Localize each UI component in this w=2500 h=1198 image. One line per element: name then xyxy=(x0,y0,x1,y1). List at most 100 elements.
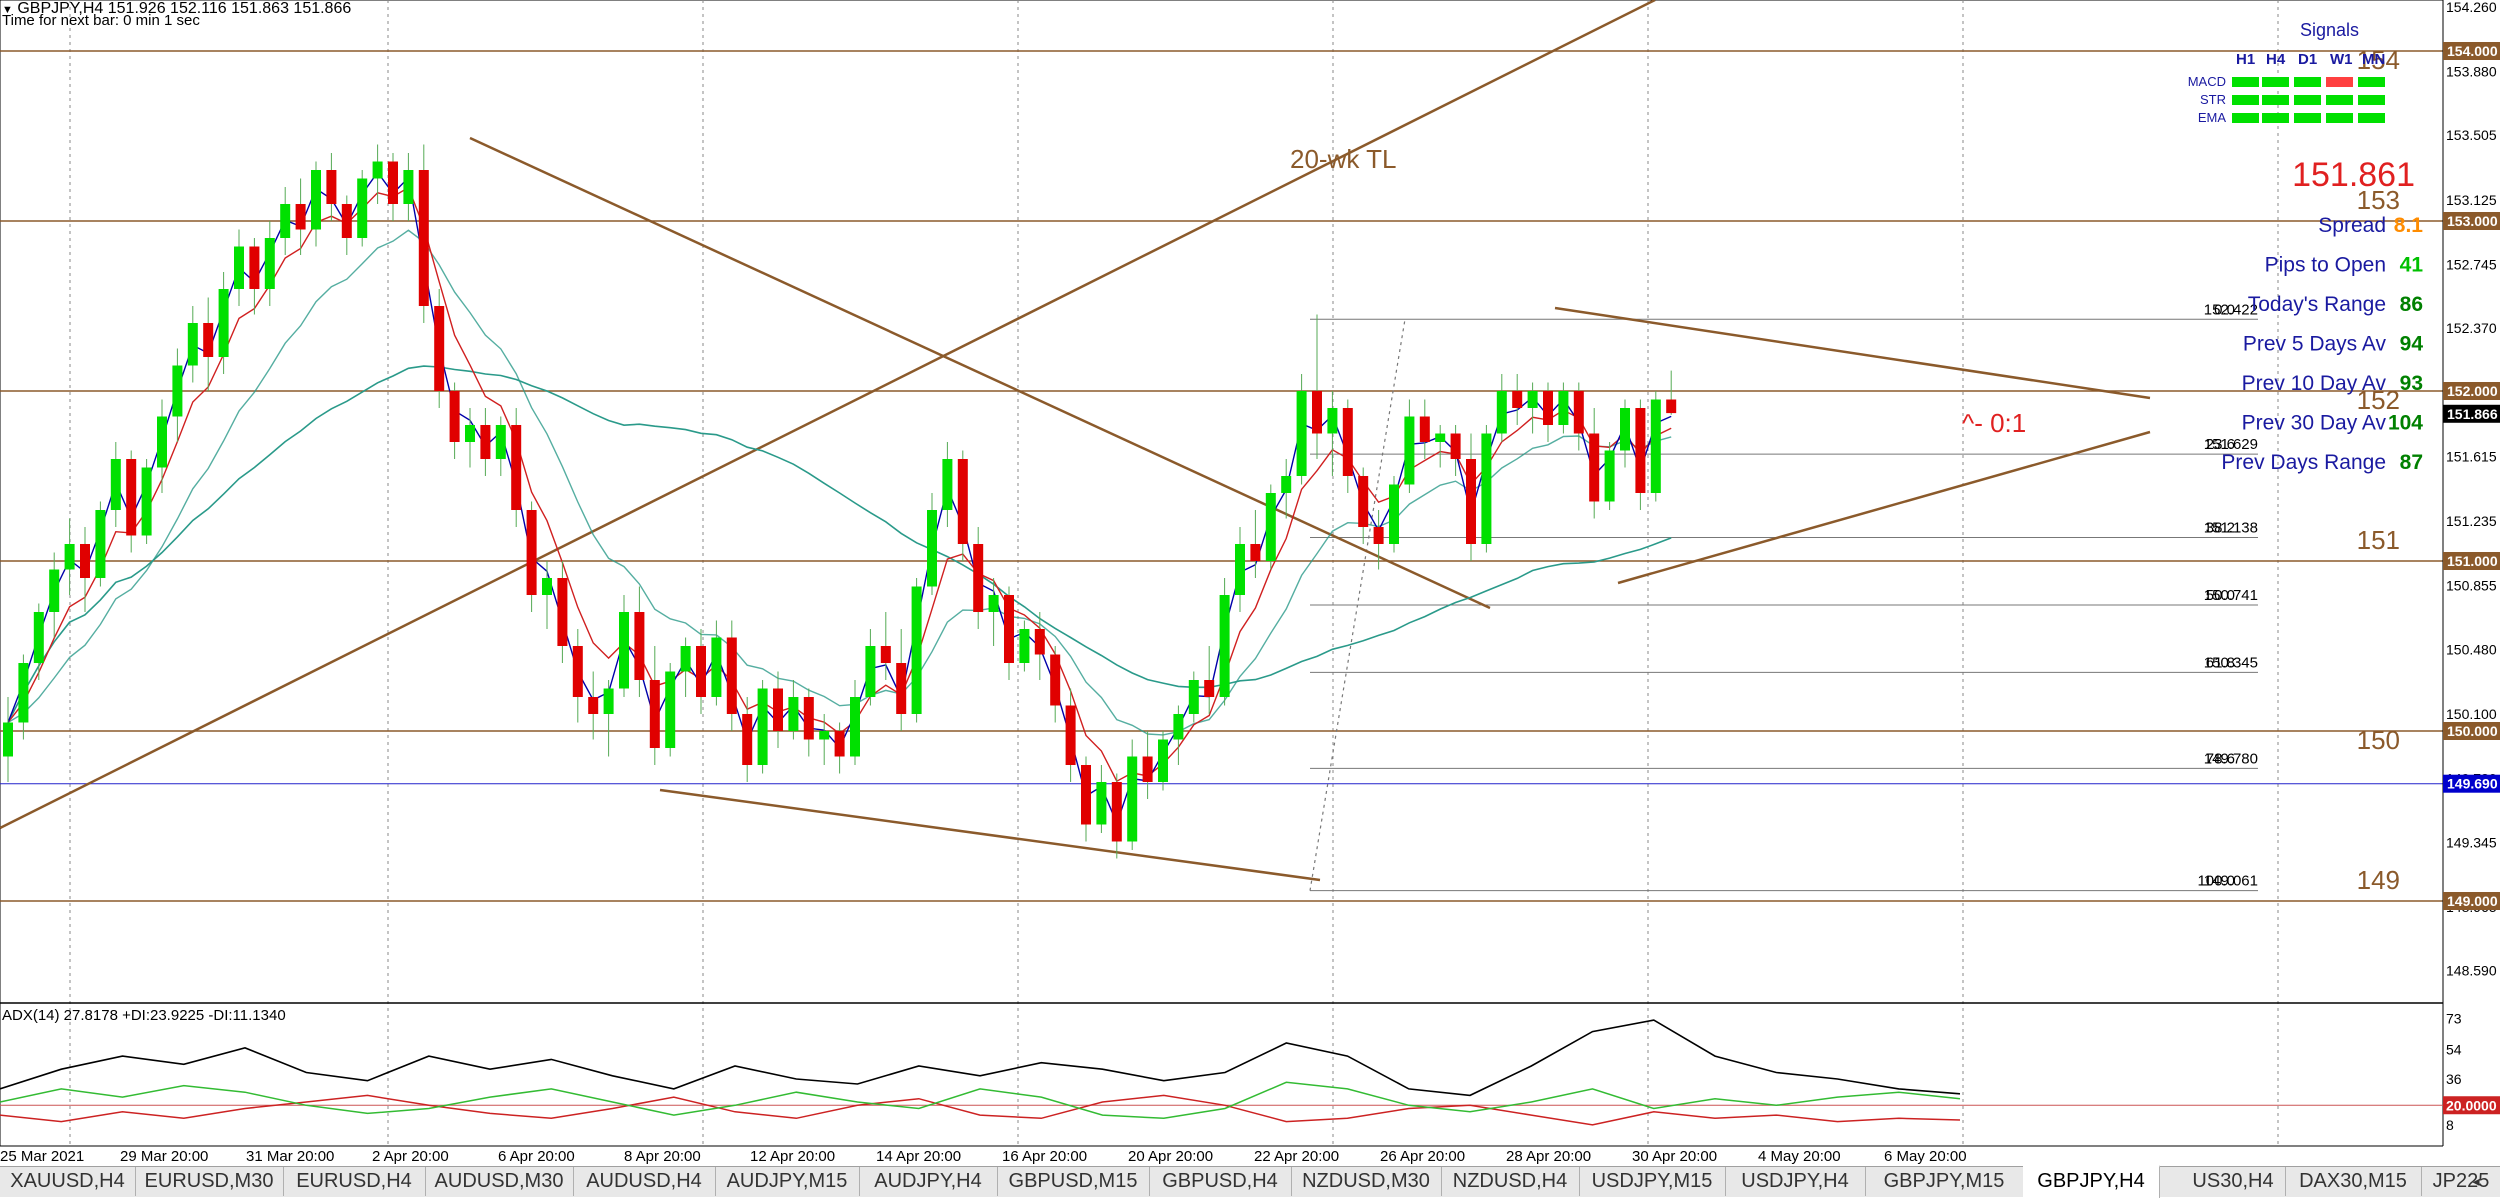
candle-body xyxy=(141,467,152,536)
trendline xyxy=(1617,430,2151,585)
candle-body xyxy=(311,170,321,230)
candle-body xyxy=(588,697,599,714)
signal-column-label: MN xyxy=(2362,51,2385,68)
candle-body xyxy=(865,646,876,697)
candle-body xyxy=(203,323,214,357)
tab-eurusd-m30[interactable]: EURUSD,M30 xyxy=(135,1167,284,1196)
signal-column-label: D1 xyxy=(2298,51,2317,68)
signal-cell xyxy=(2294,95,2321,105)
candle-body xyxy=(696,646,706,697)
signal-cell xyxy=(2262,95,2289,105)
candle-body xyxy=(1543,391,1553,425)
info-label: Spread xyxy=(2318,214,2386,237)
fib-ratio: 100.0 xyxy=(2197,873,2235,890)
tab-us30-h4[interactable]: US30,H4 xyxy=(2181,1167,2286,1196)
fib-ratio: 0.0 xyxy=(2214,301,2235,318)
fib-price: 150.345 xyxy=(2204,654,2258,671)
tab-nzdusd-h4[interactable]: NZDUSD,H4 xyxy=(1441,1167,1580,1196)
candle-body xyxy=(80,544,90,578)
price-axis-bg xyxy=(2443,0,2500,1166)
tab-jp225[interactable]: JP225 xyxy=(2421,1167,2500,1196)
price-tag-bg xyxy=(2443,892,2500,910)
candle-body xyxy=(1096,782,1107,825)
candle-body xyxy=(418,170,429,306)
candle-body xyxy=(788,697,799,731)
tab-scroll-left-icon[interactable]: ◂ xyxy=(2472,1173,2480,1189)
info-value: 87 xyxy=(2400,451,2423,474)
time-label: 14 Apr 20:00 xyxy=(876,1148,961,1165)
candle-body xyxy=(1512,391,1523,408)
candle-body xyxy=(726,637,737,714)
tab-audjpy-m15[interactable]: AUDJPY,M15 xyxy=(715,1167,860,1196)
price-tag: 149.000 xyxy=(2447,893,2498,909)
candle-body xyxy=(1312,391,1322,434)
candle-body xyxy=(1342,408,1353,476)
time-label: 30 Apr 20:00 xyxy=(1632,1148,1717,1165)
candle-body xyxy=(1081,765,1091,825)
time-label: 12 Apr 20:00 xyxy=(750,1148,835,1165)
tab-audusd-h4[interactable]: AUDUSD,H4 xyxy=(573,1167,716,1196)
tab-eurusd-h4[interactable]: EURUSD,H4 xyxy=(283,1167,426,1196)
signal-column-label: H4 xyxy=(2266,51,2286,68)
candle-body xyxy=(1065,705,1076,765)
info-value: 93 xyxy=(2400,372,2423,395)
info-value: 8.1 xyxy=(2394,214,2424,237)
symbol-header: ▼ GBPJPY,H4 151.926 152.116 151.863 151.… xyxy=(2,0,351,18)
bar-timer: Time for next bar: 0 min 1 sec xyxy=(2,12,200,29)
price-tag: 153.000 xyxy=(2447,213,2498,229)
tab-audusd-m30[interactable]: AUDUSD,M30 xyxy=(425,1167,574,1196)
candle-body xyxy=(511,425,522,510)
tab-usdjpy-h4[interactable]: USDJPY,H4 xyxy=(1725,1167,1866,1196)
info-label: Pips to Open xyxy=(2265,254,2386,277)
time-label: 4 May 20:00 xyxy=(1758,1148,1841,1165)
time-label: 6 May 20:00 xyxy=(1884,1148,1967,1165)
tab-audjpy-h4[interactable]: AUDJPY,H4 xyxy=(859,1167,998,1196)
candle-body xyxy=(742,714,753,765)
tab-xauusd-h4[interactable]: XAUUSD,H4 xyxy=(0,1167,136,1196)
tab-gbpusd-m15[interactable]: GBPUSD,M15 xyxy=(997,1167,1150,1196)
candle-body xyxy=(1235,544,1245,595)
fib-ratio: 78.6 xyxy=(2206,750,2235,767)
candle-body xyxy=(557,578,568,646)
tab-gbpusd-h4[interactable]: GBPUSD,H4 xyxy=(1149,1167,1292,1196)
price-label: 150.855 xyxy=(2446,578,2497,594)
info-value: 94 xyxy=(2400,333,2424,356)
chart-menu-icon[interactable]: ▼ xyxy=(2,4,13,16)
candle-body xyxy=(434,306,445,391)
candle-body xyxy=(1111,782,1122,842)
tab-usdjpy-m15[interactable]: USDJPY,M15 xyxy=(1579,1167,1726,1196)
time-label: 22 Apr 20:00 xyxy=(1254,1148,1339,1165)
tab-dax30-m15[interactable]: DAX30,M15 xyxy=(2285,1167,2422,1196)
level-label: 149 xyxy=(2357,865,2400,895)
time-label: 6 Apr 20:00 xyxy=(498,1148,575,1165)
candle-body xyxy=(1435,433,1446,442)
candle-body xyxy=(1527,391,1538,408)
fib-price: 151.138 xyxy=(2204,520,2258,537)
tab-gbpjpy-m15[interactable]: GBPJPY,M15 xyxy=(1865,1167,2024,1196)
indicator-axis-label: 54 xyxy=(2446,1042,2462,1058)
current-price: 151.861 xyxy=(2292,156,2415,194)
ratio-label: ^- 0:1 xyxy=(1962,408,2026,438)
candle-body xyxy=(634,612,645,680)
price-tag: 149.690 xyxy=(2447,776,2498,792)
chart-frame xyxy=(0,0,2444,1147)
candle-body xyxy=(264,238,275,289)
candle-body xyxy=(172,365,183,417)
candle-body xyxy=(110,459,121,510)
signal-cell xyxy=(2294,77,2321,87)
level-label: 154 xyxy=(2357,45,2400,75)
tab-gbpjpy-h4[interactable]: GBPJPY,H4 xyxy=(2023,1165,2160,1198)
tab-nzdusd-m30[interactable]: NZDUSD,M30 xyxy=(1291,1167,1442,1196)
candle-body xyxy=(1404,416,1415,485)
fib-price: 150.741 xyxy=(2204,587,2258,604)
time-axis: 25 Mar 2021 29 Mar 20:00 31 Mar 20:00 2 Apr… xyxy=(0,1145,2443,1165)
candle-body xyxy=(449,391,460,442)
indicator-axis-label: 8 xyxy=(2446,1117,2454,1133)
price-label: 152.745 xyxy=(2446,256,2497,272)
time-label: 31 Mar 20:00 xyxy=(246,1148,334,1165)
candle-body xyxy=(1620,408,1630,451)
price-tag-bg xyxy=(2443,212,2500,230)
price-tag: 152.000 xyxy=(2447,383,2498,399)
